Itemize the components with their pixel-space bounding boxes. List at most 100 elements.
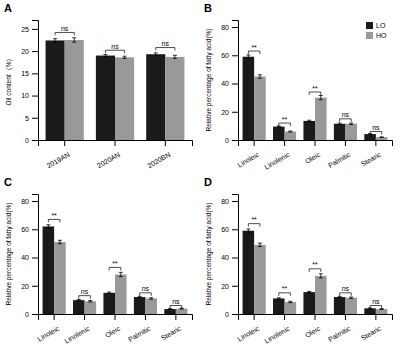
error-bar — [338, 123, 342, 124]
x-tick-mark — [284, 314, 285, 320]
y-tick: 0 — [225, 137, 238, 144]
x-axis-line — [239, 315, 393, 321]
y-tick-label: 40 — [221, 80, 229, 87]
error-bar — [246, 229, 250, 232]
x-tick-mark — [315, 140, 316, 146]
error-bar — [154, 53, 158, 56]
x-tick: Oleic — [104, 314, 122, 339]
bar — [285, 132, 297, 140]
significance-label: ns — [61, 25, 69, 32]
series — [46, 39, 166, 140]
x-tick-mark — [345, 314, 346, 320]
y-axis: 020406080 — [221, 195, 238, 318]
x-tick-mark — [165, 140, 166, 146]
error-bar — [380, 136, 384, 138]
error-bar — [107, 292, 111, 293]
y-tick-mark — [232, 258, 238, 259]
bar — [65, 40, 84, 140]
plot-area: 020406080LinoleicLinolenicOleicPalmiticS… — [221, 21, 392, 171]
bar — [243, 231, 255, 314]
y-tick: 0 — [225, 311, 238, 318]
significance-label: ns — [142, 285, 150, 292]
bar — [103, 293, 115, 314]
error-bar — [123, 56, 127, 58]
y-tick: 0 — [25, 311, 38, 318]
annotations: ******nsns — [248, 216, 381, 308]
panel-label: A — [4, 2, 12, 14]
bar — [334, 297, 346, 314]
y-tick-label: 0 — [25, 137, 29, 144]
y-tick-mark — [32, 258, 38, 259]
bar — [115, 274, 127, 314]
significance-label: ** — [112, 260, 118, 267]
x-tick-mark — [54, 314, 55, 320]
bar — [315, 276, 327, 314]
y-tick-mark — [32, 118, 38, 119]
x-tick: Stearic — [360, 314, 383, 342]
marks — [243, 229, 388, 314]
significance-label: ns — [342, 285, 350, 292]
marks — [43, 225, 188, 314]
y-tick: 80 — [221, 198, 238, 205]
x-tick-label: Linoleic — [236, 150, 260, 168]
y-tick: 5 — [25, 115, 38, 122]
significance-label: ns — [162, 40, 170, 47]
significance-bracket — [55, 32, 74, 35]
significance-label: ** — [51, 212, 57, 219]
x-tick-label: Linoleic — [236, 324, 260, 342]
significance-label: ** — [312, 85, 318, 92]
x-tick-mark — [64, 140, 65, 146]
error-bar — [307, 120, 311, 121]
significance-label: ** — [312, 261, 318, 268]
bar — [376, 137, 388, 140]
y-tick: 80 — [21, 198, 38, 205]
x-axis: LinoleicLinolenicOleicPalmiticStearic — [236, 314, 392, 345]
significance-label: ** — [282, 285, 288, 292]
x-tick: Linoleic — [236, 314, 260, 343]
x-tick-label: 2019AN — [45, 151, 70, 170]
y-tick-label: 40 — [221, 254, 229, 261]
y-tick-mark — [232, 112, 238, 113]
significance-bracket — [109, 267, 121, 270]
legend-swatch — [366, 32, 373, 39]
y-tick-mark — [32, 73, 38, 74]
y-tick-label: 0 — [225, 137, 229, 144]
significance-label: ns — [172, 298, 180, 305]
panel-label: D — [204, 176, 212, 188]
x-axis-line — [239, 141, 393, 147]
x-tick-label: Oleic — [304, 150, 322, 164]
x-tick: 2020BN — [146, 140, 171, 169]
y-tick-label: 15 — [21, 70, 29, 77]
error-bar — [277, 298, 281, 299]
legend-item: LO — [366, 22, 386, 29]
y-tick: 20 — [21, 283, 38, 290]
bar — [134, 297, 146, 314]
x-tick: Linolenic — [63, 314, 91, 345]
x-tick: Palmitic — [327, 314, 352, 343]
y-tick-label: 60 — [221, 226, 229, 233]
marks — [243, 55, 388, 140]
x-tick-mark — [284, 140, 285, 146]
bar — [146, 54, 165, 140]
significance-label: ns — [342, 111, 350, 118]
significance-label: ** — [282, 116, 288, 123]
y-tick-mark — [232, 314, 238, 315]
bar — [364, 308, 376, 314]
significance-bracket — [370, 306, 382, 309]
significance-label: ns — [111, 43, 119, 50]
error-bar — [288, 301, 292, 302]
bar — [273, 127, 285, 140]
y-axis-line — [32, 195, 39, 315]
legend: LOHO — [366, 22, 387, 39]
error-bar — [258, 243, 262, 246]
x-tick-label: Linolenic — [263, 324, 291, 344]
bar — [46, 40, 65, 140]
error-bar — [149, 298, 153, 299]
y-tick-mark — [32, 140, 38, 141]
bar — [254, 76, 266, 140]
x-tick-mark — [345, 140, 346, 146]
bar — [43, 226, 55, 314]
panel: 020406080LinoleicLinolenicOleicPalmiticS… — [204, 2, 393, 171]
y-tick-mark — [232, 140, 238, 141]
x-tick-mark — [254, 140, 255, 146]
